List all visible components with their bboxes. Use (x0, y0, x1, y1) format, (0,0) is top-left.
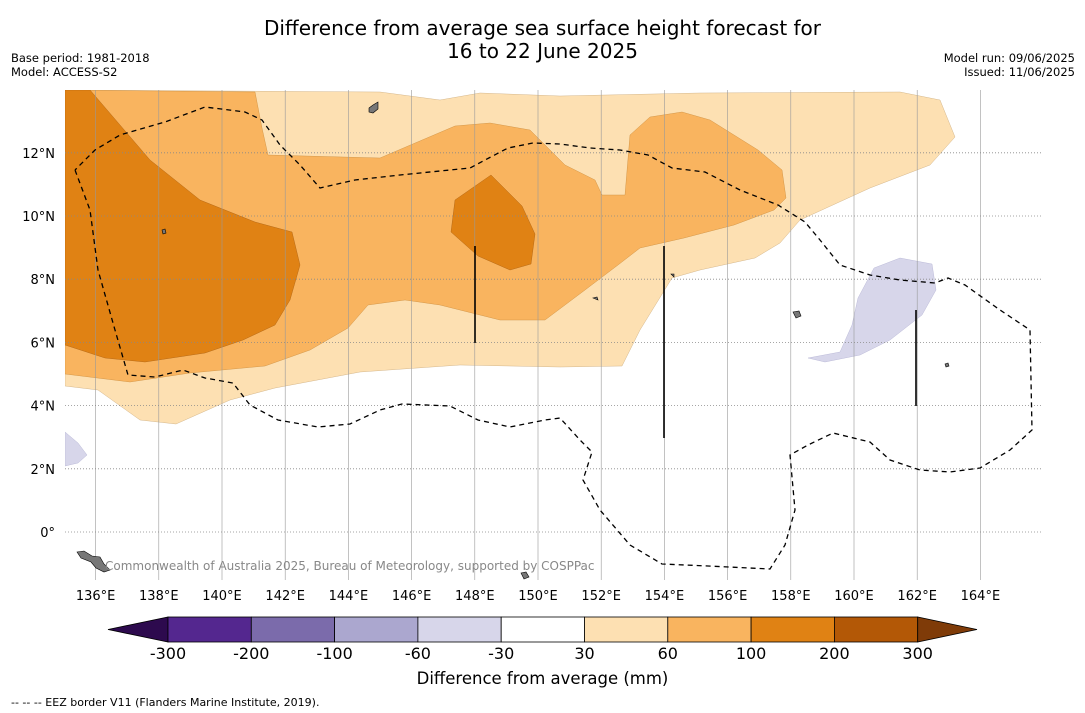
model-label: Model: ACCESS-S2 (11, 65, 118, 79)
eez-border (74, 106, 1033, 570)
colorbar-bin (667, 616, 752, 643)
colorbar-bin (750, 616, 835, 643)
anomaly-minus-30-60-region-east (807, 257, 937, 363)
anomaly-100-200-region-central (450, 174, 536, 271)
colorbar-bin (167, 616, 252, 643)
map-title-line2: 16 to 22 June 2025 (447, 39, 638, 63)
longitude-label: 144°E (329, 589, 369, 604)
meta-left: Base period: 1981-2018 Model: ACCESS-S2 (11, 51, 150, 79)
colorbar-bin (834, 616, 919, 643)
longitude-label: 140°E (202, 589, 242, 604)
latitude-label: 4°N (31, 400, 56, 415)
colorbar-tick-label: -300 (149, 644, 187, 663)
longitude-label: 160°E (834, 589, 874, 604)
colorbar-tick-label: 30 (574, 644, 595, 663)
latitude-label: 6°N (31, 336, 56, 351)
base-period-label: Base period: 1981-2018 (11, 51, 150, 65)
colorbar (107, 616, 978, 643)
grid-lines (65, 90, 1042, 580)
colorbar-high-arrow (917, 616, 978, 643)
colorbar-bin (250, 616, 336, 643)
issued-label: Issued: 11/06/2025 (964, 65, 1075, 79)
latitude-labels: 12°N 10°N 8°N 6°N 4°N 2°N 0° (22, 147, 55, 541)
colorbar-tick-label: 300 (902, 644, 933, 663)
latitude-label: 0° (40, 526, 55, 541)
colorbar-tick-label: 60 (657, 644, 678, 663)
islands (76, 101, 950, 580)
longitude-labels: 136°E 138°E 140°E 142°E 144°E 146°E 148°E 150°E… (76, 589, 1000, 604)
longitude-label: 152°E (581, 589, 621, 604)
colorbar-bin (334, 616, 419, 643)
longitude-label: 148°E (455, 589, 495, 604)
map-fields (65, 90, 956, 467)
meta-right: Model run: 09/06/2025 Issued: 11/06/2025 (944, 51, 1075, 79)
longitude-label: 146°E (392, 589, 432, 604)
longitude-label: 158°E (771, 589, 811, 604)
colorbar-tick-label: -100 (316, 644, 353, 663)
anomaly-100-200-region-west (65, 90, 301, 363)
longitude-label: 136°E (76, 589, 116, 604)
anomaly-minus-30-60-region-west (65, 431, 88, 467)
longitude-label: 150°E (518, 589, 558, 604)
colorbar-tick-label: 100 (735, 644, 767, 663)
colorbar-title: Difference from average (mm) (416, 669, 669, 688)
longitude-label: 162°E (897, 589, 937, 604)
colorbar-bin (417, 616, 502, 643)
colorbar-low-arrow (107, 616, 169, 643)
model-run-label: Model run: 09/06/2025 (943, 51, 1075, 65)
map-title-line1: Difference from average sea surface heig… (263, 16, 822, 40)
longitude-label: 154°E (645, 589, 685, 604)
solid-boundary-lines (474, 246, 917, 438)
longitude-label: 164°E (961, 589, 1001, 604)
colorbar-tick-label: -30 (488, 644, 515, 663)
colorbar-tick-label: -200 (233, 644, 270, 663)
latitude-label: 10°N (22, 210, 55, 225)
longitude-label: 142°E (265, 589, 305, 604)
colorbar-bin (584, 616, 669, 643)
latitude-label: 2°N (31, 463, 56, 478)
longitude-label: 156°E (708, 589, 748, 604)
latitude-label: 8°N (31, 273, 56, 288)
eez-footnote: -- -- -- EEZ border V11 (Flanders Marine… (11, 696, 320, 709)
longitude-label: 138°E (139, 589, 179, 604)
map-attribution: Commonwealth of Australia 2025, Bureau o… (105, 559, 595, 573)
latitude-label: 12°N (22, 147, 55, 162)
colorbar-tick-label: 200 (819, 644, 850, 663)
colorbar-bin (500, 616, 585, 643)
colorbar-tick-label: -60 (404, 644, 431, 663)
